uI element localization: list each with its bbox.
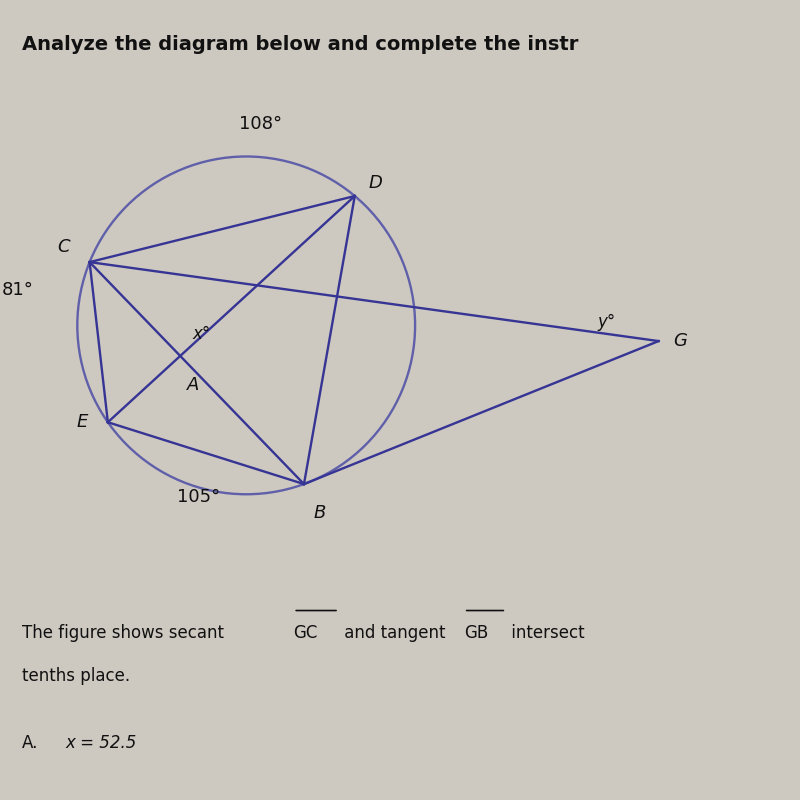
Text: y°: y° (597, 313, 615, 331)
Text: A.: A. (22, 734, 38, 752)
Text: and tangent: and tangent (339, 624, 450, 642)
Text: E: E (77, 414, 88, 431)
Text: GB: GB (464, 624, 488, 642)
Text: C: C (58, 238, 70, 256)
Text: x = 52.5: x = 52.5 (66, 734, 137, 752)
Text: A: A (186, 375, 199, 394)
Text: G: G (673, 332, 686, 350)
Text: 105°: 105° (178, 488, 221, 506)
Text: 108°: 108° (238, 115, 282, 133)
Text: Analyze the diagram below and complete the instr: Analyze the diagram below and complete t… (22, 34, 578, 54)
Text: tenths place.: tenths place. (22, 667, 130, 685)
Text: B: B (314, 504, 326, 522)
Text: The figure shows secant: The figure shows secant (22, 624, 230, 642)
Text: 81°: 81° (2, 281, 34, 299)
Text: GC: GC (294, 624, 318, 642)
Text: intersect: intersect (506, 624, 585, 642)
Text: x°: x° (192, 325, 210, 342)
Text: D: D (369, 174, 382, 192)
